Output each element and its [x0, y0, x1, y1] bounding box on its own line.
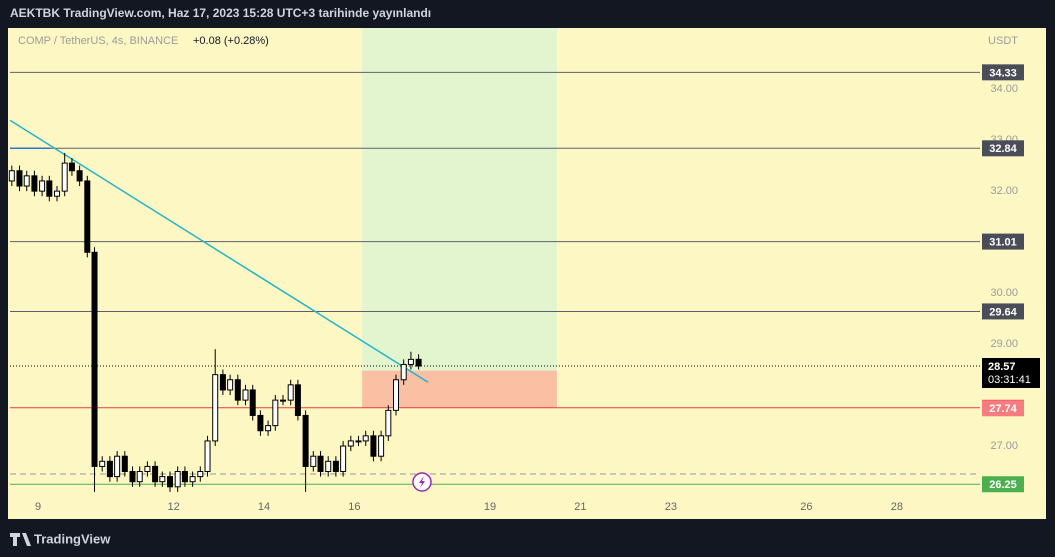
candle-body [340, 445, 347, 473]
candle-body [265, 425, 272, 432]
candle-body [121, 455, 128, 473]
x-tick-label: 21 [574, 501, 586, 513]
candle-body [378, 435, 385, 457]
x-tick-label: 9 [35, 501, 41, 513]
candle-body [91, 251, 98, 467]
candle-body [167, 476, 174, 488]
candle-body [76, 170, 83, 182]
candle-body [152, 465, 159, 483]
change: +0.08 (+0.28%) [193, 35, 269, 47]
x-tick-label: 28 [891, 501, 903, 513]
y-tick-label: 32.00 [990, 185, 1018, 197]
loss-zone [362, 370, 557, 408]
candle-body [219, 374, 226, 391]
candle-body [294, 384, 301, 416]
x-tick-label: 14 [258, 501, 270, 513]
price-tag-label: 27.74 [989, 403, 1017, 415]
y-tick-label: 29.00 [990, 338, 1018, 350]
y-tick-label: 27.00 [990, 440, 1018, 452]
price-tag [982, 64, 1024, 81]
candle-body [227, 379, 234, 391]
candle-body [84, 180, 91, 253]
price-tag [982, 233, 1024, 250]
candle-body [159, 476, 166, 483]
candle-body [204, 440, 211, 473]
candle-body [197, 471, 204, 478]
candle-body [16, 170, 23, 187]
candle-body [347, 440, 354, 447]
candle-body [54, 190, 61, 197]
candle-body [189, 476, 196, 483]
price-tag-label: 29.64 [989, 306, 1017, 318]
candle-body [174, 471, 181, 488]
candle-body [257, 414, 264, 432]
x-tick-label: 19 [484, 501, 496, 513]
candle-body [355, 440, 362, 443]
candle-body [99, 460, 106, 467]
candle-body [212, 374, 219, 442]
candle-body [23, 175, 30, 187]
candle-body [61, 162, 68, 192]
candle-body [280, 399, 287, 402]
candle-body [31, 175, 38, 192]
trend-line [9, 119, 429, 383]
candle-body [287, 384, 294, 401]
candle-body [272, 399, 279, 427]
currency: USDT [988, 35, 1018, 47]
logo [10, 533, 31, 546]
candle-body [385, 409, 392, 437]
candle-body [39, 180, 46, 192]
x-tick-label: 12 [168, 501, 180, 513]
candle-body [242, 389, 249, 401]
countdown: 03:31:41 [988, 374, 1031, 386]
publisher: AEKTBK TradingView.com, Haz 17, 2023 15:… [10, 6, 431, 20]
candle-body [317, 455, 324, 473]
candle-body [325, 460, 332, 473]
candle-body [332, 460, 339, 473]
price-tag [982, 303, 1024, 320]
last-price-label: 28.57 [988, 361, 1016, 373]
candle-body [8, 170, 15, 182]
price-tag [982, 476, 1024, 493]
candle-body [407, 358, 414, 365]
price-tag-label: 34.33 [989, 67, 1017, 79]
candle-body [310, 455, 317, 467]
candle-body [393, 379, 400, 411]
y-tick-label: 30.00 [990, 287, 1018, 299]
candle-body [400, 363, 407, 381]
x-tick-label: 26 [800, 501, 812, 513]
candle-body [234, 379, 241, 401]
event-bolt [419, 476, 425, 488]
candle-body [68, 162, 75, 172]
price-tag-label: 32.84 [989, 143, 1017, 155]
profit-zone [362, 28, 557, 371]
price-tag-label: 31.01 [989, 237, 1017, 249]
y-tick-label: 34.00 [990, 83, 1018, 95]
last-price-tag [982, 357, 1040, 388]
price-tag-label: 26.25 [989, 479, 1017, 491]
candle-body [129, 471, 136, 483]
x-tick-label: 16 [348, 501, 360, 513]
candle-body [249, 389, 256, 416]
candle-body [46, 180, 53, 197]
candle-body [136, 471, 143, 483]
candle-body [114, 455, 121, 478]
candle-body [144, 465, 151, 473]
candle-body [106, 460, 113, 478]
candle-body [302, 414, 309, 467]
price-tag [982, 400, 1024, 417]
candle-body [370, 435, 377, 457]
price-tag [982, 140, 1024, 157]
candle-body [181, 471, 188, 483]
x-tick-label: 23 [665, 501, 677, 513]
footer: TradingView [34, 531, 111, 546]
candle-body [415, 358, 422, 367]
symbol: COMP / TetherUS, 4s, BINANCE [18, 35, 178, 47]
candle-body [362, 435, 369, 442]
